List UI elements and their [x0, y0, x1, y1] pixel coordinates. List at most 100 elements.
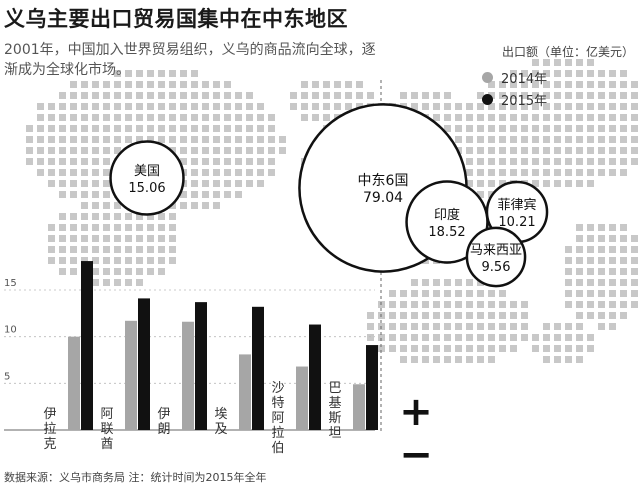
- map-dot: [400, 345, 407, 352]
- bar-2015: [252, 306, 264, 430]
- map-dot: [191, 158, 198, 165]
- bar-2014: [182, 321, 194, 430]
- map-dot: [81, 81, 88, 88]
- map-dot: [103, 191, 110, 198]
- map-dot: [257, 125, 264, 132]
- map-dot: [136, 81, 143, 88]
- map-dot: [444, 125, 451, 132]
- map-dot: [114, 92, 121, 99]
- map-dot: [499, 136, 506, 143]
- map-dot: [477, 92, 484, 99]
- map-dot: [202, 103, 209, 110]
- legend-swatch-2014: [482, 71, 493, 83]
- map-dot: [81, 191, 88, 198]
- map-dot: [488, 158, 495, 165]
- map-dot: [631, 125, 638, 132]
- map-dot: [598, 246, 605, 253]
- map-dot: [246, 125, 253, 132]
- map-dot: [235, 136, 242, 143]
- map-dot: [169, 81, 176, 88]
- map-dot: [609, 224, 616, 231]
- map-dot: [235, 114, 242, 121]
- map-dot: [367, 323, 374, 330]
- map-dot: [488, 334, 495, 341]
- map-dot: [92, 268, 99, 275]
- map-dot: [59, 224, 66, 231]
- map-dot: [235, 147, 242, 154]
- map-dot: [114, 114, 121, 121]
- map-dot: [422, 103, 429, 110]
- map-dot: [268, 114, 275, 121]
- map-dot: [565, 345, 572, 352]
- map-dot: [576, 147, 583, 154]
- map-dot: [114, 147, 121, 154]
- map-dot: [565, 279, 572, 286]
- map-dot: [477, 180, 484, 187]
- map-dot: [169, 125, 176, 132]
- map-dot: [70, 92, 77, 99]
- map-dot: [411, 290, 418, 297]
- map-dot: [257, 114, 264, 121]
- bubble-label: 菲律宾: [497, 197, 536, 213]
- map-dot: [587, 136, 594, 143]
- legend: 2014年 2015年: [482, 66, 547, 110]
- map-dot: [620, 103, 627, 110]
- bar-2015: [309, 324, 321, 430]
- map-dot: [224, 125, 231, 132]
- map-dot: [26, 147, 33, 154]
- map-dot: [169, 103, 176, 110]
- map-dot: [114, 257, 121, 264]
- legend-label-2014: 2014年: [501, 71, 548, 87]
- bubble-value: 10.21: [498, 215, 535, 230]
- map-dot: [125, 114, 132, 121]
- map-dot: [433, 356, 440, 363]
- map-dot: [543, 180, 550, 187]
- map-dot: [411, 312, 418, 319]
- map-dot: [114, 70, 121, 77]
- map-dot: [609, 169, 616, 176]
- map-dot: [422, 301, 429, 308]
- bubble-value: 18.52: [428, 225, 465, 240]
- map-dot: [103, 81, 110, 88]
- map-dot: [598, 224, 605, 231]
- map-dot: [70, 257, 77, 264]
- map-dot: [433, 279, 440, 286]
- map-dot: [488, 169, 495, 176]
- map-dot: [158, 136, 165, 143]
- map-dot: [620, 290, 627, 297]
- map-dot: [169, 213, 176, 220]
- map-dot: [620, 70, 627, 77]
- map-dot: [411, 345, 418, 352]
- map-dot: [114, 202, 121, 209]
- map-dot: [213, 125, 220, 132]
- map-dot: [334, 81, 341, 88]
- map-dot: [81, 158, 88, 165]
- map-dot: [488, 312, 495, 319]
- map-dot: [477, 114, 484, 121]
- map-dot: [631, 92, 638, 99]
- map-dot: [477, 334, 484, 341]
- map-dot: [565, 290, 572, 297]
- map-dot: [158, 257, 165, 264]
- map-dot: [48, 180, 55, 187]
- map-dot: [356, 92, 363, 99]
- map-dot: [279, 136, 286, 143]
- map-dot: [576, 257, 583, 264]
- map-dot: [246, 103, 253, 110]
- map-dot: [70, 246, 77, 253]
- map-dot: [345, 81, 352, 88]
- map-dot: [609, 147, 616, 154]
- map-dot: [92, 147, 99, 154]
- category-label: 埃及: [214, 407, 227, 437]
- map-dot: [543, 114, 550, 121]
- map-dot: [59, 246, 66, 253]
- map-dot: [400, 323, 407, 330]
- map-dot: [598, 158, 605, 165]
- map-dot: [213, 147, 220, 154]
- map-dot: [400, 301, 407, 308]
- map-dot: [598, 92, 605, 99]
- map-dot: [532, 103, 539, 110]
- map-dot: [543, 59, 550, 66]
- map-dot: [125, 103, 132, 110]
- map-dot: [125, 224, 132, 231]
